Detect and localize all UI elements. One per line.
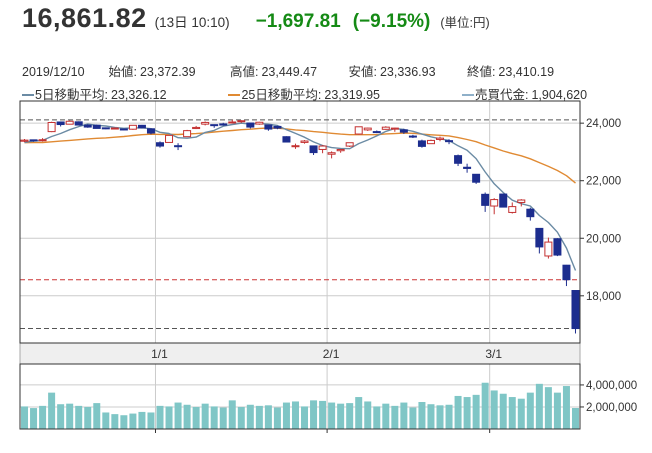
date-axis-band: 1/1 2/1 3/1 <box>19 342 581 365</box>
high-label: 高値: <box>229 65 259 79</box>
ma25-line <box>24 127 576 184</box>
turnover-swatch <box>461 93 474 96</box>
svg-text:4,000,000: 4,000,000 <box>586 380 637 392</box>
open-item: 始値: 23,372.39 <box>108 61 226 80</box>
legend-turnover: 売買代金: 1,904,620 <box>461 84 588 103</box>
ma25-label: 25日移動平均: <box>241 88 322 102</box>
reference-lines <box>20 119 580 330</box>
high-value: 23,449.47 <box>261 65 318 79</box>
ohlc-row: 2019/12/10 始値: 23,372.39 高値: 23,449.47 安値:… <box>22 61 642 80</box>
chart-svg[interactable]: 1/1 2/1 3/1 24,000 22,000 20,000 18,000 4,000,0… <box>0 100 652 453</box>
gridlines <box>20 101 580 429</box>
axis-labels: 24,000 22,000 20,000 18,000 4,000,000 2,000,0… <box>154 118 637 433</box>
svg-text:2,000,000: 2,000,000 <box>586 402 637 414</box>
low-label: 安値: <box>348 65 377 79</box>
close-label: 終値: <box>466 65 496 79</box>
open-label: 始値: <box>108 65 137 79</box>
legend-ma5: 5日移動平均: 23,326.12 <box>22 84 225 103</box>
close-item: 終値: 23,410.19 <box>467 61 554 80</box>
svg-text:24,000: 24,000 <box>586 118 621 130</box>
chart-area: 1/1 2/1 3/1 24,000 22,000 20,000 18,000 4,000,0… <box>0 100 652 453</box>
quote-header: 16,861.82 (13日 10:10) −1,697.81 (−9.15%)… <box>22 3 490 34</box>
unit-note: (単位:円) <box>440 16 490 30</box>
ma25-value: 23,319.95 <box>324 88 380 102</box>
ma5-label: 5日移動平均: <box>35 88 108 102</box>
candles <box>20 119 580 334</box>
ma5-line-swatch <box>22 93 34 96</box>
panel-borders <box>19 100 581 430</box>
ma5-value: 23,326.12 <box>110 88 167 102</box>
legend-row: 5日移動平均: 23,326.12 25日移動平均: 23,319.95 売買代金:… <box>22 84 642 103</box>
low-value: 23,336.93 <box>379 65 436 79</box>
volume-bars <box>21 382 579 429</box>
open-value: 23,372.39 <box>139 65 196 79</box>
svg-text:20,000: 20,000 <box>586 233 621 245</box>
quote-date: 2019/12/10 <box>22 65 85 79</box>
turnover-value: 1,904,620 <box>531 88 588 102</box>
high-item: 高値: 23,449.47 <box>230 61 345 80</box>
low-item: 安値: 23,336.93 <box>348 61 463 80</box>
price-change-percent: (−9.15%) <box>352 11 431 32</box>
svg-text:2/1: 2/1 <box>323 347 340 361</box>
price-change: −1,697.81 <box>255 11 341 32</box>
svg-text:1/1: 1/1 <box>151 347 168 361</box>
ma25-line-swatch <box>228 93 241 96</box>
svg-text:3/1: 3/1 <box>485 347 502 361</box>
legend-ma25: 25日移動平均: 23,319.95 <box>228 84 458 103</box>
current-price: 16,861.82 <box>22 3 147 33</box>
quote-time: (13日 10:10) <box>154 15 230 30</box>
ma5-line <box>24 122 577 271</box>
svg-text:18,000: 18,000 <box>586 291 621 303</box>
turnover-label: 売買代金: <box>474 88 529 102</box>
close-value: 23,410.19 <box>498 65 555 79</box>
svg-text:22,000: 22,000 <box>586 176 621 188</box>
